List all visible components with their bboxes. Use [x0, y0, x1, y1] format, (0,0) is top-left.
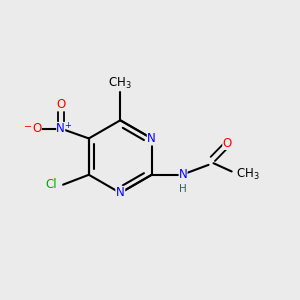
Text: N: N	[147, 132, 156, 145]
Text: Cl: Cl	[46, 178, 57, 191]
Text: +: +	[64, 122, 71, 130]
Text: H: H	[179, 184, 187, 194]
Text: O: O	[56, 98, 65, 111]
Text: CH$_3$: CH$_3$	[236, 167, 259, 182]
Text: N: N	[116, 186, 125, 200]
Text: CH$_3$: CH$_3$	[108, 76, 132, 91]
Text: O: O	[222, 137, 232, 150]
Text: N: N	[179, 168, 188, 181]
Text: −: −	[24, 122, 32, 132]
Text: N: N	[56, 122, 65, 135]
Text: O: O	[32, 122, 42, 135]
